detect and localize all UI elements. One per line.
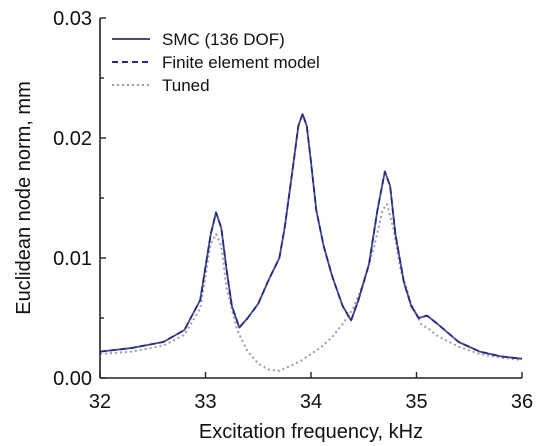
- legend-label-fem: Finite element model: [162, 53, 320, 72]
- x-tick-label: 36: [511, 391, 533, 413]
- y-tick-label: 0.00: [53, 368, 92, 390]
- x-tick-label: 33: [194, 391, 216, 413]
- series-line-tuned: [99, 203, 523, 372]
- series-layer: [99, 113, 523, 372]
- y-axis-title: Euclidean node norm, mm: [13, 81, 35, 314]
- y-tick-label: 0.01: [53, 248, 92, 270]
- x-tick-label: 35: [405, 391, 427, 413]
- x-axis-title: Excitation frequency, kHz: [199, 421, 423, 443]
- y-tick-label: 0.03: [53, 8, 92, 30]
- legend-label-smc: SMC (136 DOF): [162, 30, 285, 49]
- series-line-fem: [99, 113, 523, 360]
- ticks-layer: 32 33 34 35 36 0.00 0.01 0.02 0.03: [53, 8, 533, 413]
- y-tick-label: 0.02: [53, 128, 92, 150]
- legend-label-tuned: Tuned: [162, 76, 210, 95]
- x-tick-label: 32: [89, 391, 111, 413]
- legend: SMC (136 DOF) Finite element model Tuned: [112, 30, 320, 95]
- x-tick-label: 34: [300, 391, 322, 413]
- series-line-smc: [99, 113, 523, 360]
